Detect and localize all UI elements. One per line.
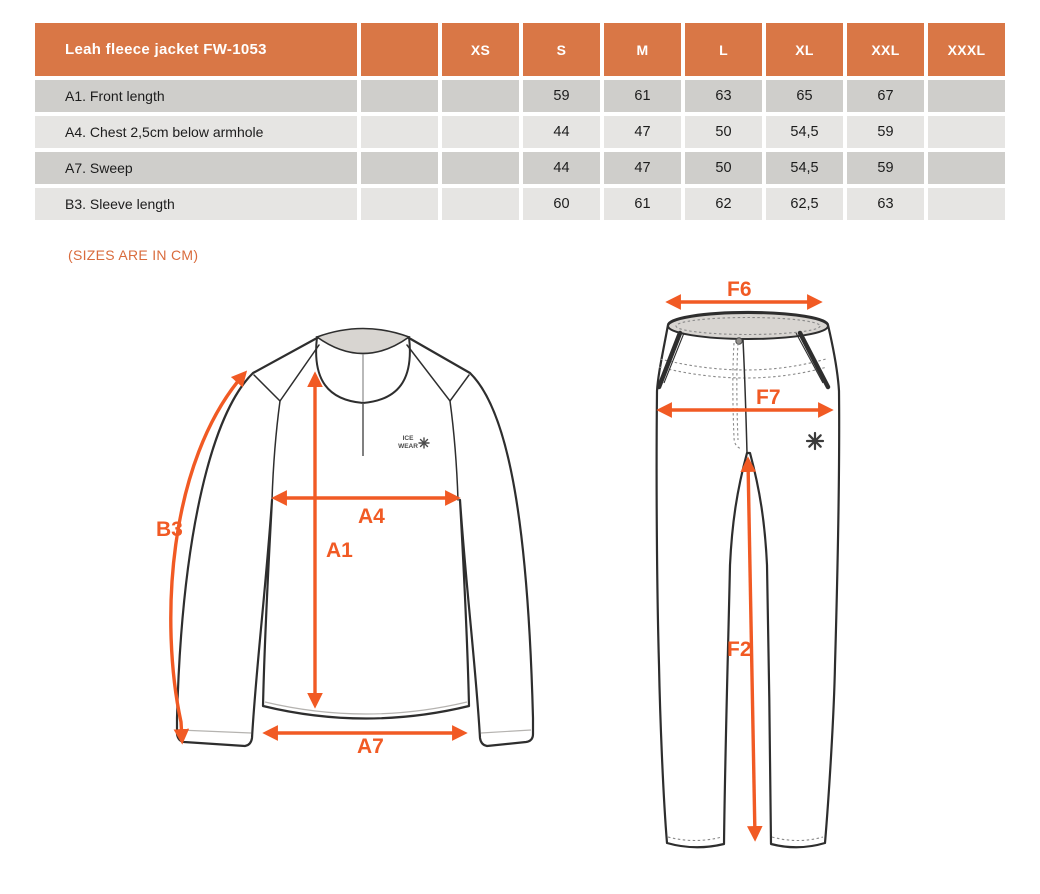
table-title: Leah fleece jacket FW-1053 (35, 23, 357, 76)
center-front-seam (742, 339, 748, 454)
right-cuff-stitch (480, 729, 532, 734)
table-row: B3. Sleeve length 60 61 62 62,5 63 (35, 188, 1005, 220)
measurement-label-a4: A4 (358, 505, 385, 528)
right-pocket-line (795, 332, 824, 384)
value-cell: 67 (847, 80, 924, 112)
measurement-label-f7: F7 (756, 386, 781, 409)
value-cell (928, 80, 1005, 112)
pants-diagram: F6 F7 F2 (655, 278, 841, 849)
measurement-label-b3: B3 (156, 518, 183, 541)
table-row: A7. Sweep 44 47 50 54,5 59 (35, 152, 1005, 184)
row-label-cell: A4. Chest 2,5cm below armhole (35, 116, 357, 148)
value-cell: 47 (604, 116, 681, 148)
value-cell: 44 (523, 152, 600, 184)
value-cell: 50 (685, 116, 762, 148)
measurement-arrow-b3 (169, 370, 248, 745)
left-hem-stitch (667, 836, 723, 842)
fly-stitch-inner (736, 342, 739, 441)
value-cell (442, 80, 519, 112)
value-cell: 59 (523, 80, 600, 112)
size-column-header: S (523, 23, 600, 76)
jacket-diagram: ICE WEAR B3 A1 A4 A7 (156, 327, 535, 758)
row-label-cell: A1. Front length (35, 80, 357, 112)
row-label-cell: A7. Sweep (35, 152, 357, 184)
size-column-header: XS (442, 23, 519, 76)
value-cell (928, 152, 1005, 184)
snowflake-icon (805, 431, 825, 451)
value-cell: 61 (604, 80, 681, 112)
value-cell: 47 (604, 152, 681, 184)
value-cell (928, 188, 1005, 220)
size-table-body: A1. Front length 59 61 63 65 67 A4. Chest 2,5c… (35, 80, 1005, 220)
value-cell: 54,5 (766, 152, 843, 184)
size-column-header: XL (766, 23, 843, 76)
fly-stitch-outer (732, 342, 743, 450)
value-cell (361, 116, 438, 148)
logo-text-line1: ICE (403, 435, 415, 442)
hem-stitch (264, 701, 468, 715)
left-pocket-opening (656, 330, 683, 390)
measurement-arrow-f2 (740, 456, 763, 842)
right-hem-stitch (771, 836, 824, 842)
value-cell: 63 (847, 188, 924, 220)
size-column-header: M (604, 23, 681, 76)
size-column-header (361, 23, 438, 76)
icewear-logo: ICE WEAR (398, 435, 430, 450)
waist-button (735, 337, 743, 345)
value-cell: 65 (766, 80, 843, 112)
value-cell (361, 80, 438, 112)
size-column-header: L (685, 23, 762, 76)
row-label-cell: B3. Sleeve length (35, 188, 357, 220)
snowflake-icon (418, 437, 430, 449)
waistband (658, 312, 829, 379)
value-cell (928, 116, 1005, 148)
measurement-label-a7: A7 (357, 735, 384, 758)
value-cell: 44 (523, 116, 600, 148)
value-cell (361, 152, 438, 184)
measurement-label-f2: F2 (727, 638, 752, 661)
value-cell: 54,5 (766, 116, 843, 148)
value-cell: 63 (685, 80, 762, 112)
value-cell (442, 152, 519, 184)
value-cell (442, 188, 519, 220)
table-row: A4. Chest 2,5cm below armhole 44 47 50 54,5 5… (35, 116, 1005, 148)
value-cell: 62,5 (766, 188, 843, 220)
left-pocket-line (663, 332, 685, 384)
size-column-header: XXL (847, 23, 924, 76)
waistband-stitch-lower (658, 366, 828, 379)
pants-outline (655, 310, 841, 849)
value-cell: 50 (685, 152, 762, 184)
right-pocket-opening (797, 330, 831, 390)
value-cell: 62 (685, 188, 762, 220)
measurement-label-f6: F6 (727, 278, 752, 301)
logo-text-line2: WEAR (398, 443, 418, 450)
size-table-header-row: Leah fleece jacket FW-1053 XS S M L XL XXL XXX… (35, 23, 1005, 76)
value-cell: 60 (523, 188, 600, 220)
value-cell: 61 (604, 188, 681, 220)
value-cell: 59 (847, 116, 924, 148)
sizes-note: (SIZES ARE IN CM) (68, 247, 199, 263)
measurement-label-a1: A1 (326, 539, 353, 562)
size-table: Leah fleece jacket FW-1053 XS S M L XL XXL XXX… (31, 19, 1009, 224)
value-cell: 59 (847, 152, 924, 184)
value-cell (442, 116, 519, 148)
value-cell (361, 188, 438, 220)
size-column-header: XXXL (928, 23, 1005, 76)
waistband-stitch-upper (659, 358, 827, 371)
table-row: A1. Front length 59 61 63 65 67 (35, 80, 1005, 112)
